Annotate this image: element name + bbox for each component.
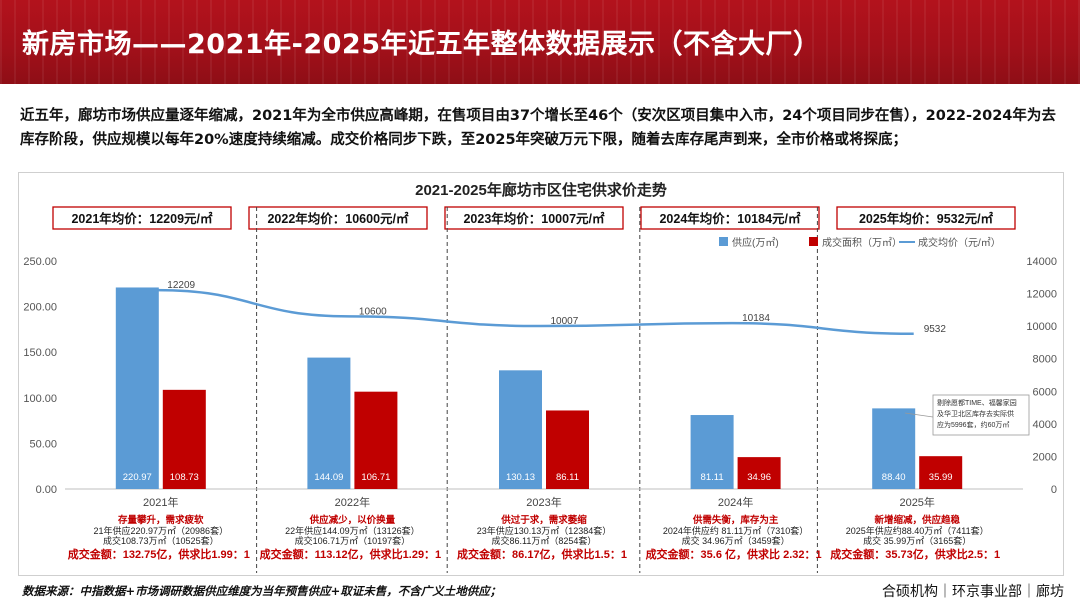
price-point-label: 12209 xyxy=(167,280,195,291)
note-title: 供过于求，需求萎缩 xyxy=(500,514,587,526)
bar-value-label: 106.71 xyxy=(361,472,390,483)
note-detail: 成交86.11万㎡（8254套） xyxy=(492,535,597,546)
bar-value-label: 34.96 xyxy=(747,472,771,483)
left-tick-label: 200.00 xyxy=(23,302,57,314)
legend-label: 供应(万㎡) xyxy=(732,236,779,249)
avg-price-box xyxy=(444,206,624,230)
bar-value-label: 86.11 xyxy=(556,472,579,483)
note-amount: 成交金额：132.75亿，供求比1.99：1 xyxy=(68,547,250,561)
annotation-text: 应为5996套，约60万㎡ xyxy=(937,420,1009,429)
right-tick-label: 4000 xyxy=(1033,419,1057,431)
chart-panel: 2021-2025年廊坊市区住宅供求价走势 2021年均价：12209元/㎡ 202… xyxy=(18,172,1064,576)
bar-value-label: 88.40 xyxy=(882,472,906,483)
page-title: 新房市场——2021年-2025年近五年整体数据展示（不含大厂） xyxy=(22,29,821,60)
left-tick-label: 100.00 xyxy=(23,393,57,405)
annotation-text: 剔除愿都TIME、福馨家园 xyxy=(937,398,1017,407)
chart-title: 2021-2025年廊坊市区住宅供求价走势 xyxy=(415,181,667,199)
avg-price-label: 2023年均价：10007元/㎡ xyxy=(463,211,605,226)
legend-label: 成交均价（元/㎡） xyxy=(918,236,1001,249)
transaction-bar xyxy=(162,389,206,489)
transaction-bar xyxy=(919,456,963,489)
note-title: 存量攀升，需求疲软 xyxy=(117,514,204,526)
note-detail: 2024年供应约 81.11万㎡（7310套） xyxy=(663,525,808,536)
note-amount: 成交金额：86.17亿，供求比1.5：1 xyxy=(457,547,627,561)
note-amount: 成交金额：35.6 亿，供求比 2.32：1 xyxy=(646,547,822,561)
supply-bar xyxy=(872,408,916,489)
category-label: 2025年 xyxy=(899,495,934,509)
right-tick-label: 14000 xyxy=(1026,256,1057,268)
note-detail: 2025年供应约88.40万㎡（7411套） xyxy=(846,525,989,536)
avg-price-box xyxy=(248,206,428,230)
right-tick-label: 10000 xyxy=(1026,321,1057,333)
category-label: 2022年 xyxy=(335,495,370,509)
transaction-bar xyxy=(354,391,398,489)
annotation-pointer xyxy=(904,412,934,418)
note-detail: 23年供应130.13万㎡（12384套） xyxy=(477,525,612,536)
right-tick-label: 12000 xyxy=(1026,289,1057,301)
transaction-bar xyxy=(546,410,589,489)
note-detail: 成交106.71万㎡（10197套） xyxy=(295,535,411,546)
header-banner: 新房市场——2021年-2025年近五年整体数据展示（不含大厂） xyxy=(0,0,1080,84)
bar-value-label: 220.97 xyxy=(123,472,152,483)
right-tick-label: 2000 xyxy=(1033,451,1057,463)
note-detail: 成交108.73万㎡（10525套） xyxy=(103,535,219,546)
right-tick-label: 0 xyxy=(1051,484,1057,496)
note-detail: 22年供应144.09万㎡（13126套） xyxy=(285,525,420,536)
organization-credit: 合硕机构｜环京事业部｜廊坊 xyxy=(882,584,1064,600)
note-detail: 成交 35.99万㎡（3165套） xyxy=(863,535,971,546)
avg-price-label: 2021年均价：12209元/㎡ xyxy=(71,211,213,226)
avg-price-box xyxy=(640,206,820,230)
right-tick-label: 8000 xyxy=(1033,354,1057,366)
bar-value-label: 35.99 xyxy=(929,472,953,483)
avg-price-box xyxy=(836,206,1016,230)
right-tick-label: 6000 xyxy=(1033,386,1057,398)
annotation-text: 及华卫北区库存去实际供 xyxy=(937,409,1014,418)
data-source-note: 数据来源：中指数据+市场调研数据供应维度为当年预售供应+取证未售，不含广义土地供… xyxy=(22,584,502,598)
left-tick-label: 0.00 xyxy=(36,484,57,496)
supply-bar xyxy=(115,287,159,489)
transaction-bar xyxy=(737,457,781,489)
note-title: 供需失衡，库存为主 xyxy=(692,514,779,526)
note-detail: 21年供应220.97万㎡（20986套） xyxy=(94,525,229,536)
bar-value-label: 144.09 xyxy=(314,472,343,483)
price-point-label: 10600 xyxy=(359,306,387,317)
bar-value-label: 108.73 xyxy=(170,472,199,483)
note-detail: 成交 34.96万㎡（3459套） xyxy=(682,535,790,546)
avg-price-label: 2025年均价：9532元/㎡ xyxy=(859,211,994,226)
avg-price-box xyxy=(52,206,232,230)
avg-price-line xyxy=(157,288,914,336)
bar-value-label: 130.13 xyxy=(506,472,535,483)
category-label: 2024年 xyxy=(718,495,753,509)
intro-paragraph: 近五年，廊坊市场供应量逐年缩减，2021年为全市供应高峰期，在售项目由37个增长… xyxy=(20,108,1056,148)
avg-price-label: 2024年均价：10184元/㎡ xyxy=(659,211,801,226)
annotation-box xyxy=(932,394,1030,436)
supply-bar xyxy=(307,357,351,489)
note-amount: 成交金额：113.12亿，供求比1.29：1 xyxy=(260,547,442,561)
price-point-label: 10184 xyxy=(742,313,770,324)
note-amount: 成交金额：35.73亿，供求比2.5：1 xyxy=(830,547,1000,561)
legend-swatch xyxy=(719,237,728,246)
note-title: 供应减少，以价换量 xyxy=(309,514,396,526)
left-tick-label: 250.00 xyxy=(23,256,57,268)
price-point-label: 10007 xyxy=(551,316,579,327)
supply-bar xyxy=(690,415,734,489)
left-tick-label: 150.00 xyxy=(23,347,57,359)
category-label: 2023年 xyxy=(526,495,561,509)
note-title: 新增缩减，供应趋稳 xyxy=(874,514,960,526)
legend-label: 成交面积（万㎡） xyxy=(822,236,902,249)
price-point-label: 9532 xyxy=(924,324,947,335)
legend-swatch xyxy=(809,237,818,246)
supply-bar xyxy=(499,370,542,489)
chart-svg: 2021-2025年廊坊市区住宅供求价走势 2021年均价：12209元/㎡ 202… xyxy=(23,181,1057,573)
avg-price-label: 2022年均价：10600元/㎡ xyxy=(267,211,409,226)
bar-value-label: 81.11 xyxy=(701,472,724,483)
left-tick-label: 50.00 xyxy=(29,438,57,450)
category-label: 2021年 xyxy=(143,495,178,509)
